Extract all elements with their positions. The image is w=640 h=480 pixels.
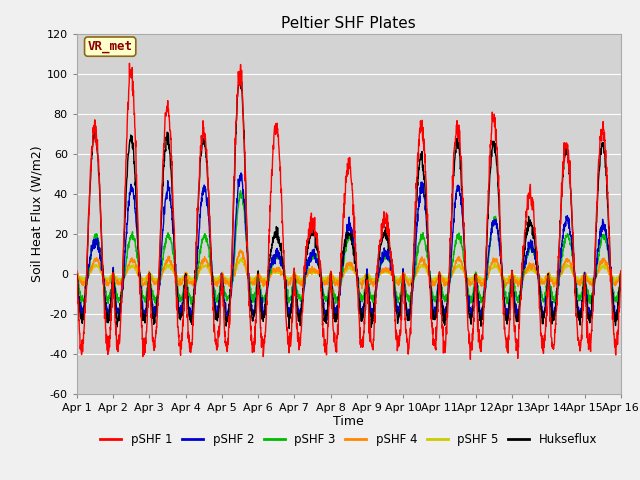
Title: Peltier SHF Plates: Peltier SHF Plates <box>282 16 416 31</box>
Y-axis label: Soil Heat Flux (W/m2): Soil Heat Flux (W/m2) <box>31 145 44 282</box>
X-axis label: Time: Time <box>333 415 364 429</box>
Legend: pSHF 1, pSHF 2, pSHF 3, pSHF 4, pSHF 5, Hukseflux: pSHF 1, pSHF 2, pSHF 3, pSHF 4, pSHF 5, … <box>95 428 602 451</box>
Text: VR_met: VR_met <box>88 40 132 53</box>
